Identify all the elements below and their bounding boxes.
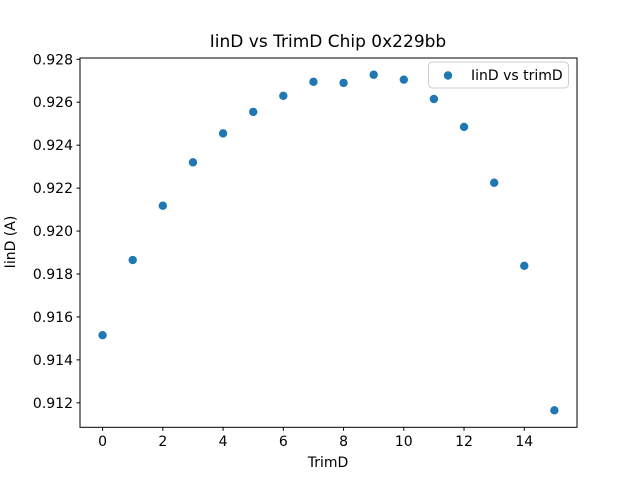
data-point bbox=[459, 122, 469, 132]
data-point bbox=[399, 75, 409, 84]
x-tick-label: 2 bbox=[158, 434, 167, 450]
y-tick-label: 0.914 bbox=[33, 353, 73, 369]
data-point bbox=[369, 70, 378, 79]
y-tick-label: 0.928 bbox=[33, 52, 73, 68]
y-tick-label: 0.922 bbox=[33, 181, 73, 197]
x-tick-label: 10 bbox=[395, 434, 413, 450]
x-tick-label: 14 bbox=[515, 434, 533, 450]
plot-frame bbox=[79, 57, 578, 428]
y-tick-label: 0.916 bbox=[33, 310, 73, 326]
data-point bbox=[279, 91, 288, 100]
data-point bbox=[520, 261, 529, 271]
x-axis-ticks: 0 2 4 6 8 10 12 14 bbox=[98, 427, 533, 450]
x-tick-label: 6 bbox=[279, 434, 288, 450]
y-tick-label: 0.912 bbox=[33, 396, 73, 412]
y-tick-label: 0.920 bbox=[33, 224, 73, 240]
y-tick-label: 0.924 bbox=[33, 138, 73, 154]
x-tick-label: 0 bbox=[98, 434, 107, 450]
x-axis-label: TrimD bbox=[307, 455, 349, 471]
x-tick-label: 4 bbox=[219, 434, 228, 450]
y-tick-label: 0.926 bbox=[33, 95, 73, 111]
chart-title: IinD vs TrimD Chip 0x229bb bbox=[210, 32, 446, 52]
legend-label: IinD vs trimD bbox=[471, 68, 563, 84]
legend-marker-icon bbox=[443, 71, 453, 80]
data-point bbox=[309, 77, 318, 87]
y-axis-ticks: 0.912 0.914 0.916 0.918 0.920 0.922 0.924 0.926… bbox=[33, 52, 80, 412]
x-tick-label: 8 bbox=[339, 434, 348, 450]
legend-box bbox=[428, 61, 569, 89]
x-tick-label: 12 bbox=[455, 434, 473, 450]
data-point bbox=[188, 158, 198, 167]
data-point bbox=[98, 330, 107, 340]
data-point bbox=[339, 78, 348, 88]
data-point bbox=[550, 406, 559, 415]
data-point bbox=[489, 178, 499, 187]
data-point bbox=[248, 107, 258, 117]
y-axis-label: IinD (A) bbox=[3, 216, 19, 269]
legend: IinD vs trimD bbox=[428, 61, 569, 89]
y-tick-label: 0.918 bbox=[33, 267, 73, 283]
data-point bbox=[429, 94, 439, 104]
data-point bbox=[158, 201, 168, 210]
data-point bbox=[218, 129, 228, 138]
scatter-points bbox=[98, 70, 559, 415]
data-point bbox=[128, 255, 137, 265]
